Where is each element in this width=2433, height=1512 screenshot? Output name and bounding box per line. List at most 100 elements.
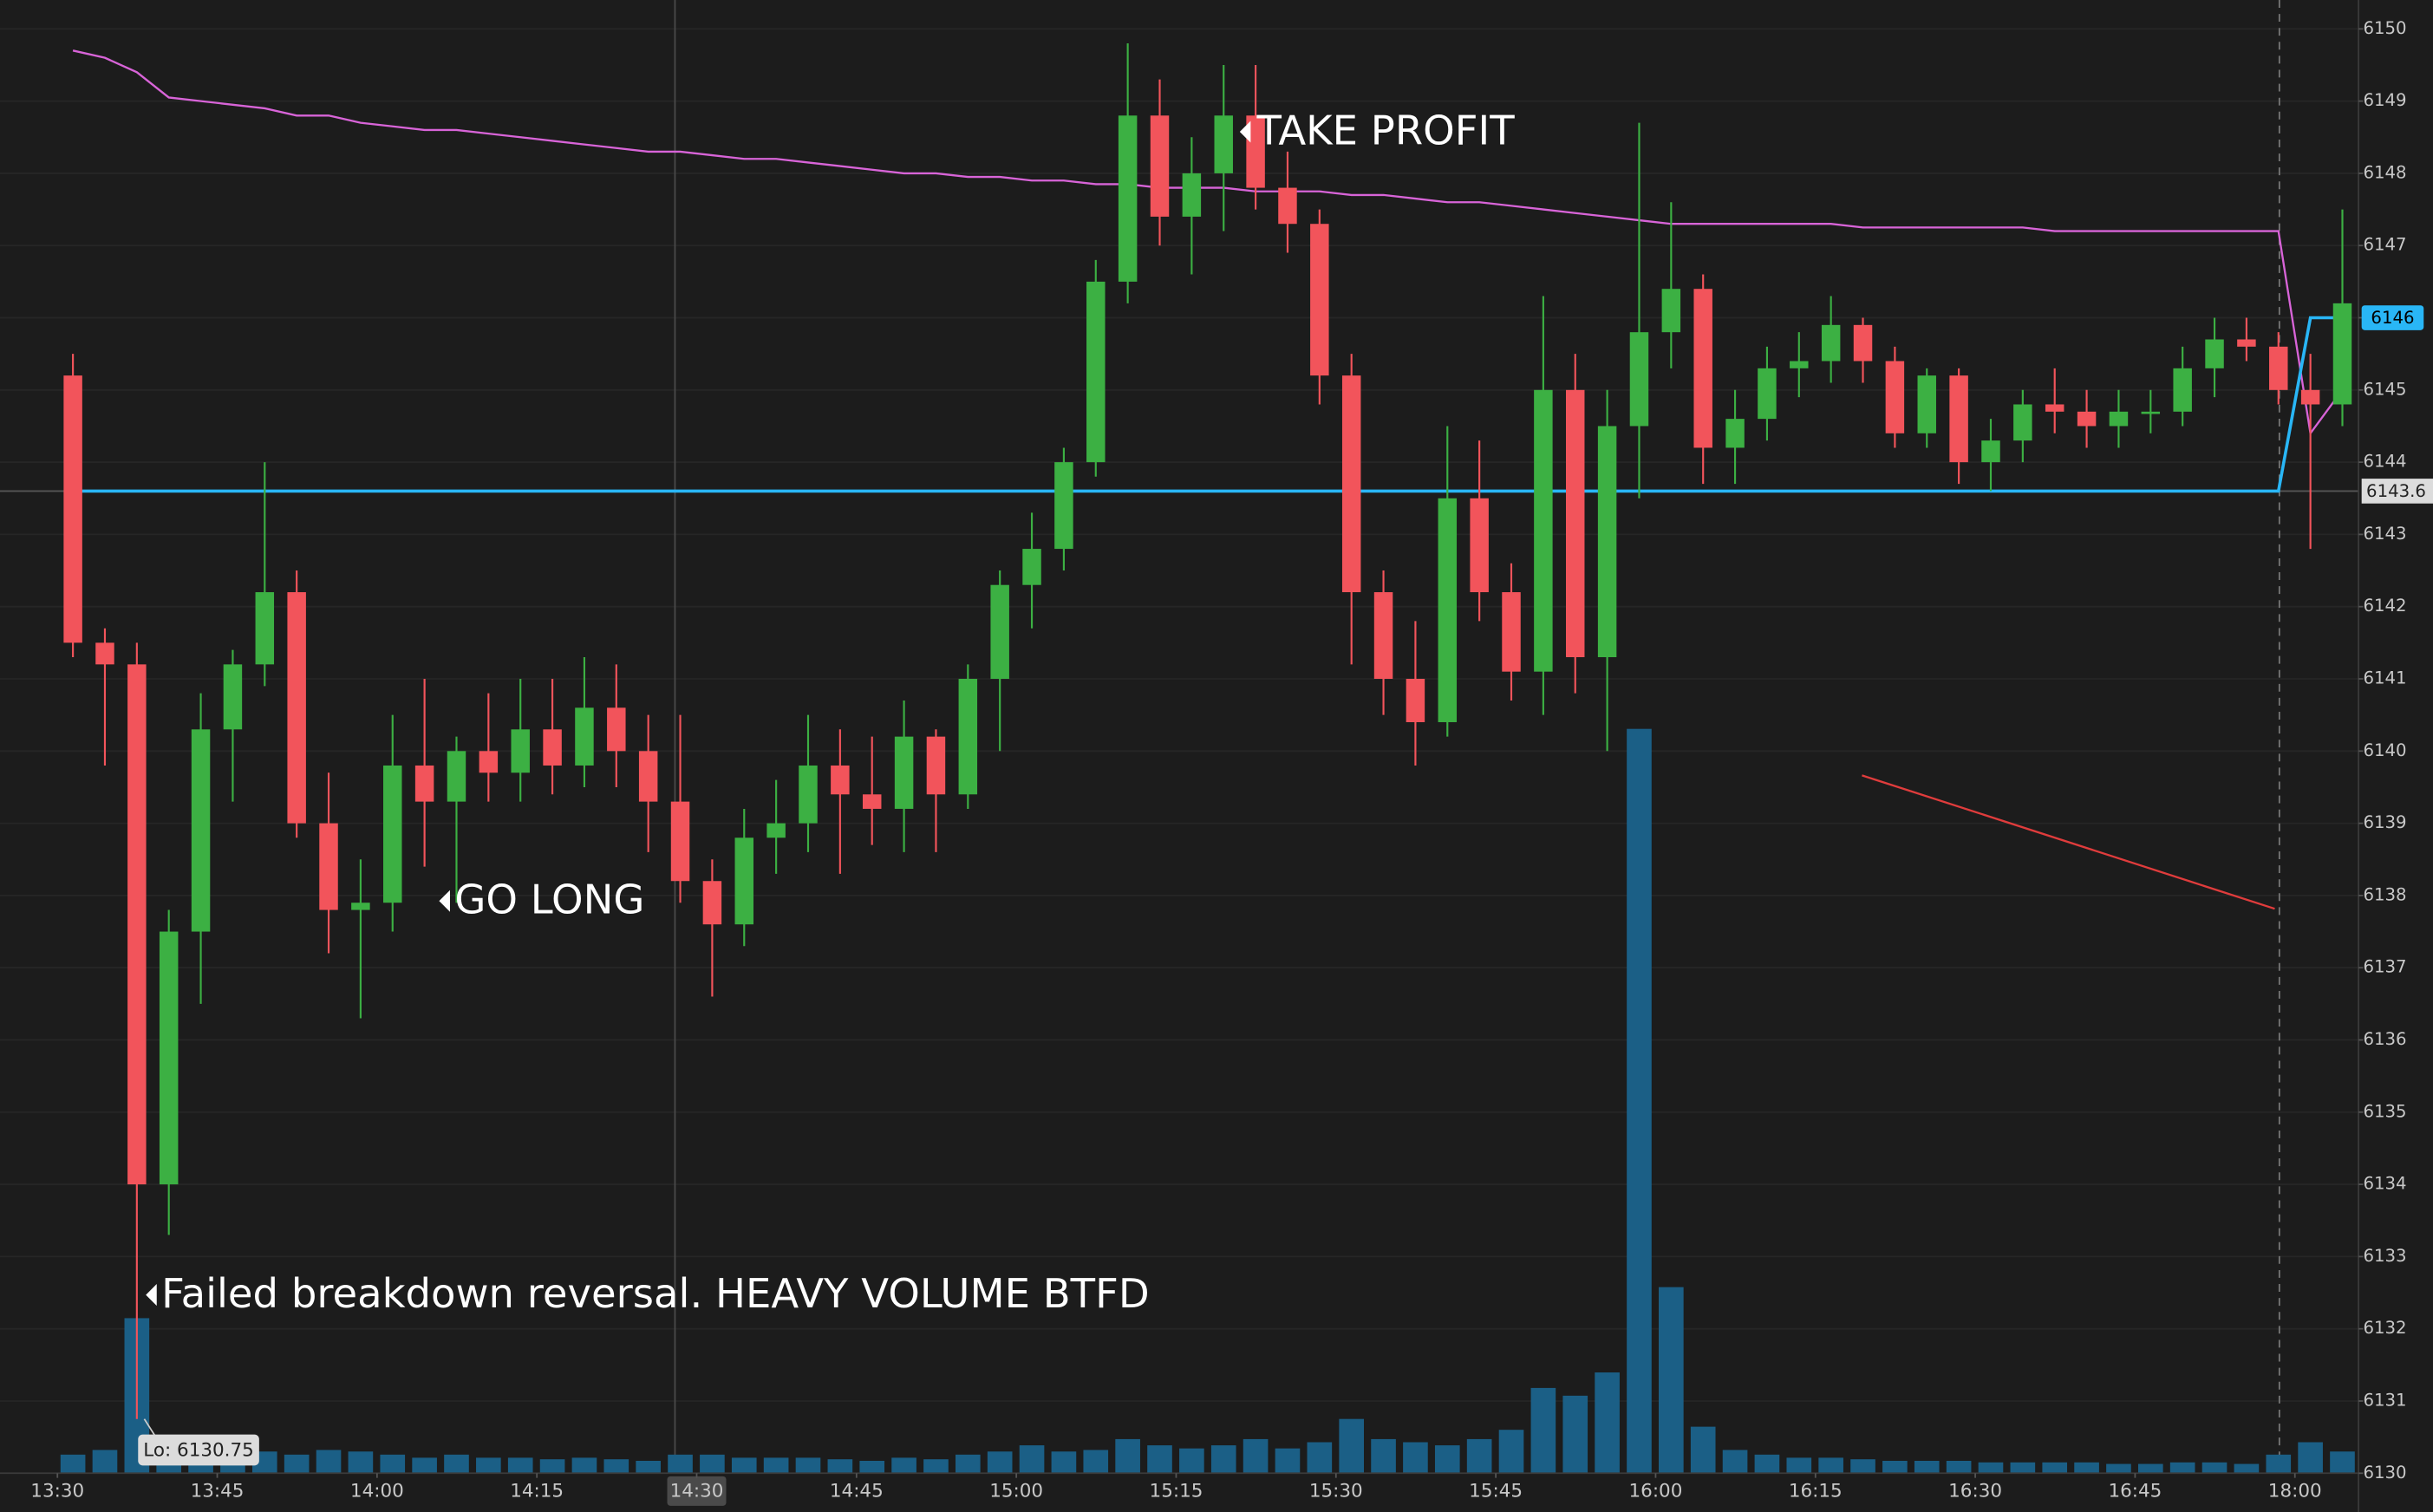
volume-bar (1147, 1445, 1172, 1474)
candle-body (191, 729, 211, 932)
candle-body (990, 584, 1009, 680)
candle-body (1470, 498, 1489, 593)
volume-bar (668, 1454, 693, 1474)
volume-bar (1722, 1450, 1748, 1474)
candle-body (1949, 375, 1968, 463)
volume-bar (476, 1457, 501, 1474)
volume-bar (1307, 1442, 1333, 1474)
volume-bar (2042, 1462, 2068, 1474)
candle-body (1661, 289, 1681, 333)
candle-body (702, 881, 722, 925)
y-tick-label: 6136 (2363, 1029, 2406, 1049)
volume-bar (891, 1457, 916, 1474)
volume-bar (2106, 1463, 2131, 1474)
x-tick-label: 13:45 (191, 1481, 245, 1502)
volume-bar (1498, 1430, 1524, 1474)
volume-bar (1530, 1387, 1556, 1474)
candle-body (2237, 339, 2256, 347)
volume-bar (348, 1451, 374, 1474)
x-tick-label: 14:00 (350, 1481, 404, 1502)
candle-body (670, 801, 690, 882)
last-price-label: 6146 (2371, 308, 2414, 328)
candle-body (1566, 389, 1585, 658)
candle-body (319, 823, 338, 910)
candle-body (127, 664, 147, 1185)
candle-body (1373, 592, 1393, 680)
low-label-box (138, 1434, 259, 1466)
candle-body (447, 751, 466, 802)
volume-bar (380, 1454, 406, 1474)
annotation-pointer (146, 1284, 157, 1307)
volume-bar (571, 1457, 597, 1474)
candle-body (543, 729, 562, 766)
x-tick-label: 16:00 (1629, 1481, 1683, 1502)
x-tick-label: 14:30 (670, 1481, 724, 1502)
volume-bar (1371, 1438, 1396, 1474)
candle-body (831, 765, 850, 795)
volume-bar (1818, 1457, 1843, 1474)
volume-bar (1562, 1395, 1588, 1474)
volume-bar (636, 1460, 661, 1474)
volume-layer (60, 728, 2355, 1474)
y-tick-label: 6145 (2363, 379, 2406, 399)
volume-bar (539, 1459, 565, 1474)
candle-body (926, 736, 946, 795)
annotation-pointer (439, 890, 450, 912)
y-tick-label: 6132 (2363, 1318, 2406, 1338)
annotation-pointer (1239, 121, 1251, 143)
volume-bar (1403, 1442, 1428, 1474)
x-tick-label: 16:30 (1948, 1481, 2002, 1502)
y-tick-label: 6149 (2363, 90, 2406, 110)
candle-body (575, 707, 594, 766)
volume-bar (316, 1450, 342, 1474)
volume-bar (731, 1457, 757, 1474)
volume-bar (1243, 1438, 1269, 1474)
candle-body (1310, 224, 1329, 376)
candle-body (1597, 426, 1617, 658)
volume-bar (1051, 1451, 1077, 1474)
candle-body (383, 765, 402, 903)
candle-body (734, 837, 754, 925)
x-tick-label: 13:30 (30, 1481, 84, 1502)
volume-bar (2137, 1463, 2163, 1474)
volume-bar (987, 1451, 1013, 1474)
candle-body (1853, 324, 1873, 362)
volume-bar (2298, 1442, 2323, 1474)
candle-body (1693, 289, 1712, 448)
volume-bar (60, 1454, 86, 1474)
y-tick-label: 6142 (2363, 596, 2406, 616)
candle-body (1758, 368, 1777, 420)
volume-bar (2169, 1462, 2195, 1474)
candle-body (1406, 679, 1425, 722)
annotation: TAKE PROFIT (1256, 107, 1516, 153)
candle-body (638, 751, 658, 802)
candle-body (159, 931, 179, 1185)
candle-body (2013, 404, 2032, 441)
candle-body (799, 765, 818, 824)
volume-bar (1786, 1457, 1812, 1474)
volume-bar (859, 1460, 885, 1474)
y-tick-label: 6138 (2363, 884, 2406, 904)
candle-body (894, 736, 914, 809)
volume-bar (1275, 1448, 1301, 1474)
candle-body (1022, 549, 1041, 585)
volume-bar (2266, 1454, 2292, 1474)
volume-bar (444, 1454, 469, 1474)
candle-body (2332, 303, 2352, 405)
volume-bar (2234, 1463, 2260, 1474)
candle-body (1981, 440, 2000, 463)
x-tick-label: 14:15 (510, 1481, 564, 1502)
candle-body (2205, 339, 2224, 368)
volume-bar (2330, 1451, 2355, 1474)
overlay-line (73, 316, 2343, 493)
volume-bar (92, 1450, 118, 1474)
candle-body (1725, 419, 1745, 448)
candle-body (1214, 115, 1233, 173)
y-tick-label: 6134 (2363, 1174, 2406, 1194)
candle-body (1629, 332, 1649, 427)
candle-body (1438, 498, 1458, 722)
candle-body (351, 903, 370, 910)
volume-bar (1595, 1372, 1620, 1474)
